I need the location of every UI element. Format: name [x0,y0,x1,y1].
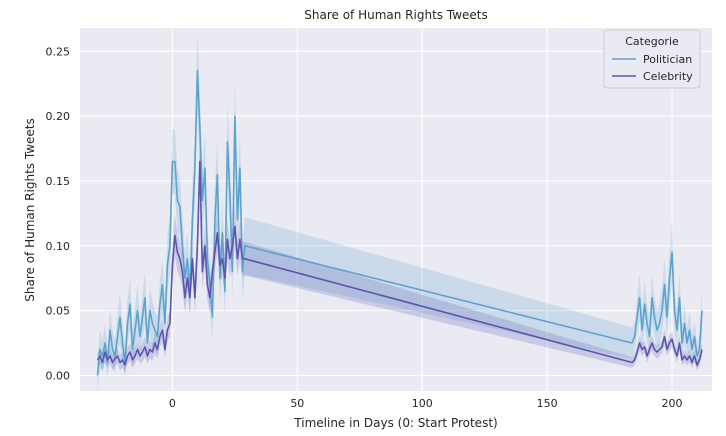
y-tick-label: 0.15 [46,175,71,188]
x-tick-label: 50 [290,397,304,410]
chart-title: Share of Human Rights Tweets [304,8,487,22]
y-axis-label: Share of Human Rights Tweets [23,118,37,301]
legend: Categorie Politician Celebrity [603,29,701,89]
y-tick-label: 0.05 [46,305,71,318]
x-tick-label: 0 [169,397,176,410]
x-axis-ticks: 0 50 100 150 200 [169,397,683,410]
legend-label-politician: Politician [643,53,692,66]
y-axis-ticks: 0.00 0.05 0.10 0.15 0.20 0.25 [46,45,71,382]
x-tick-label: 100 [412,397,433,410]
series-line-politician [96,70,703,376]
legend-title: Categorie [625,35,679,48]
series-lines [96,70,703,376]
y-tick-label: 0.20 [46,110,71,123]
legend-box [603,29,701,89]
series-line-celebrity [96,160,703,366]
y-tick-label: 0.25 [46,45,71,58]
legend-label-celebrity: Celebrity [643,70,693,83]
plot-background [80,28,712,391]
y-tick-label: 0.10 [46,240,71,253]
y-tick-label: 0.00 [46,369,71,382]
x-tick-label: 200 [662,397,683,410]
x-axis-label: Timeline in Days (0: Start Protest) [293,416,497,430]
x-tick-label: 150 [537,397,558,410]
